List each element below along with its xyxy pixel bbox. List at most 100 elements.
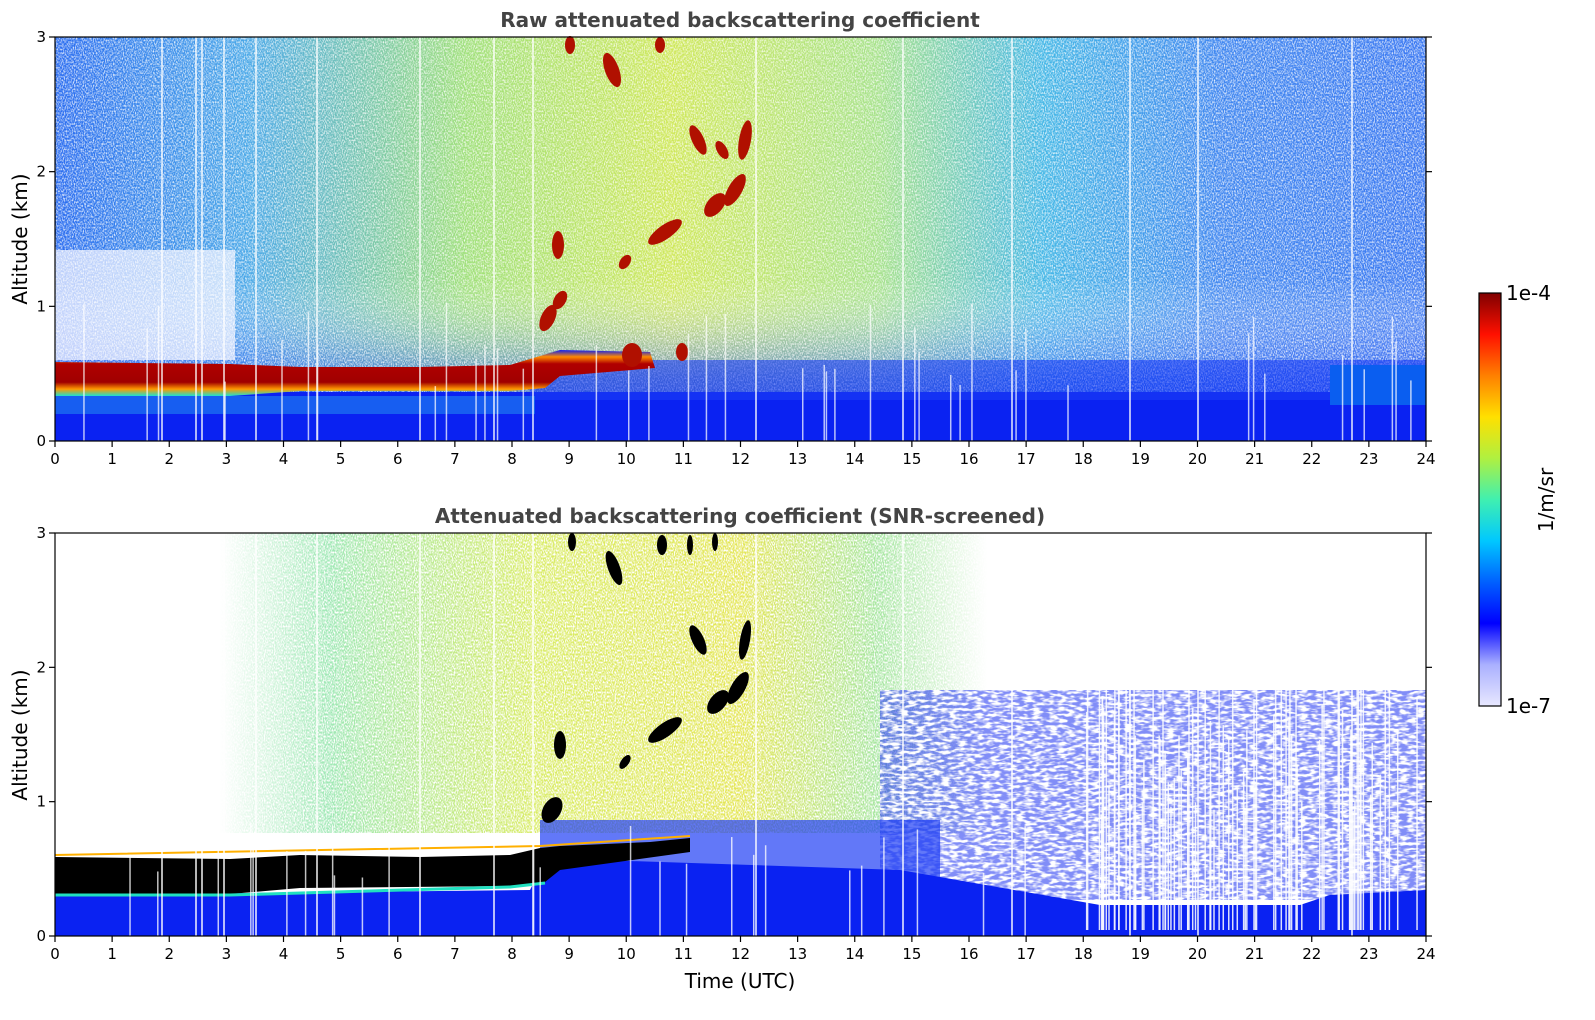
colorbar-min-label: 1e-7 [1506, 694, 1551, 718]
bottom-x-tick-label: 23 [1359, 945, 1378, 963]
top-x-tick-label: 20 [1188, 450, 1207, 468]
bottom-x-tick-label: 4 [279, 945, 289, 963]
cloud-blob [689, 625, 707, 655]
bottom-x-tick-label: 9 [564, 945, 574, 963]
top-x-tick-label: 6 [393, 450, 403, 468]
bottom-x-tick-label: 14 [845, 945, 864, 963]
bottom-x-tick-label: 16 [959, 945, 978, 963]
cloud-blob [727, 672, 749, 704]
cloud-blob [541, 797, 563, 823]
bottom-x-tick-label: 6 [393, 945, 403, 963]
top-x-tick-label: 0 [50, 450, 60, 468]
cloud-blob [724, 174, 746, 206]
top-x-tick-label: 21 [1245, 450, 1264, 468]
cloud-blob [704, 193, 726, 217]
bottom-x-tick-label: 24 [1416, 945, 1435, 963]
cloud-blob [552, 231, 564, 259]
cloud-blob [648, 219, 682, 245]
top-x-tick-label: 19 [1131, 450, 1150, 468]
cloud-blob [738, 620, 752, 660]
bottom-x-tick-label: 3 [222, 945, 232, 963]
top-x-tick-label: 1 [107, 450, 117, 468]
bottom-x-tick-label: 20 [1188, 945, 1207, 963]
bottom-boundary-layer [55, 838, 690, 894]
bottom-x-tick-label: 10 [617, 945, 636, 963]
cloud-blob [605, 550, 623, 586]
top-y-tick-label: 3 [36, 28, 46, 46]
top-x-tick-label: 10 [617, 450, 636, 468]
bottom-panel: Attenuated backscattering coefficient (S… [8, 504, 1436, 993]
bottom-x-tick-label: 19 [1131, 945, 1150, 963]
bottom-cloud-streak [541, 533, 752, 823]
bottom-x-tick-label: 5 [336, 945, 346, 963]
top-x-tick-label: 16 [959, 450, 978, 468]
top-panel: Raw attenuated backscattering coefficien… [8, 8, 1436, 468]
cloud-blob [676, 343, 688, 361]
bottom-x-axis-label: Time (UTC) [684, 969, 796, 993]
cloud-blob [568, 533, 576, 551]
top-x-axis: 0 1 2 3 4 5 6 7 8 9 10 11 12 13 14 15 16 17 18 19 20 21 22 23 24 [50, 441, 1436, 468]
cloud-blob [689, 125, 707, 155]
bottom-y-axis: 0 1 2 3 [36, 524, 1432, 945]
bottom-lower-dense-layer [55, 860, 1426, 936]
top-x-tick-label: 3 [222, 450, 232, 468]
top-x-tick-label: 12 [731, 450, 750, 468]
top-x-tick-label: 24 [1416, 450, 1435, 468]
top-plot-area [55, 36, 1426, 441]
cloud-blob [539, 304, 557, 332]
bottom-y-tick-label: 0 [36, 927, 46, 945]
top-y-tick-label: 1 [36, 297, 46, 315]
top-x-tick-label: 9 [564, 450, 574, 468]
cloud-blob [715, 140, 729, 160]
cloud-blob [655, 37, 665, 53]
top-x-tick-label: 18 [1074, 450, 1093, 468]
cloud-blob [738, 120, 752, 160]
bottom-y-tick-label: 1 [36, 793, 46, 811]
bottom-x-tick-label: 22 [1302, 945, 1321, 963]
bottom-x-tick-label: 21 [1245, 945, 1264, 963]
cloud-blob [554, 731, 566, 759]
top-dropout-streaks [83, 37, 1412, 441]
top-x-tick-label: 14 [845, 450, 864, 468]
cloud-blob [552, 290, 568, 310]
top-y-axis-label: Altitude (km) [8, 173, 32, 304]
bottom-x-tick-label: 7 [450, 945, 460, 963]
bottom-x-tick-label: 15 [902, 945, 921, 963]
cloud-blob [622, 343, 642, 367]
top-x-tick-label: 22 [1302, 450, 1321, 468]
cloud-blob [687, 535, 693, 555]
bottom-boundary-layer-upper-edge [54, 835, 691, 856]
top-x-tick-label: 2 [164, 450, 174, 468]
cloud-blob [618, 254, 632, 270]
top-cloud-streak [539, 36, 752, 367]
bottom-x-tick-label: 18 [1074, 945, 1093, 963]
bottom-dropout-streaks [129, 533, 1418, 936]
bottom-x-tick-label: 11 [674, 945, 693, 963]
cloud-blob [707, 690, 729, 714]
top-chart-title: Raw attenuated backscattering coefficien… [500, 8, 980, 32]
colorbar-units-label: 1/m/sr [1534, 467, 1558, 532]
top-lower-transition [530, 360, 1426, 400]
cloud-blob [602, 52, 622, 88]
colorbar-frame [1478, 292, 1502, 707]
top-x-tick-label: 11 [674, 450, 693, 468]
cloud-blob [565, 36, 575, 54]
top-y-tick-label: 2 [36, 163, 46, 181]
top-x-tick-label: 23 [1359, 450, 1378, 468]
colorbar: 1e-4 1e-7 1/m/sr [1478, 281, 1558, 718]
top-boundary-layer [55, 350, 655, 396]
bottom-boundary-layer-lower-edge [55, 881, 546, 897]
bottom-y-tick-label: 2 [36, 658, 46, 676]
bottom-x-axis: 0 1 2 3 4 5 6 7 8 9 10 11 12 13 14 15 16 17 18 19 20 21 22 23 24 [50, 936, 1436, 963]
cloud-blob [619, 755, 631, 769]
top-x-tick-label: 5 [336, 450, 346, 468]
top-y-axis: 0 1 2 3 [36, 28, 1432, 450]
colorbar-max-label: 1e-4 [1506, 281, 1551, 305]
cloud-blob [648, 717, 682, 743]
cloud-blob [712, 533, 718, 551]
top-x-tick-label: 7 [450, 450, 460, 468]
top-late-layer [1330, 365, 1426, 405]
cloud-blob [657, 535, 667, 555]
top-boundary-layer-base [55, 396, 535, 414]
